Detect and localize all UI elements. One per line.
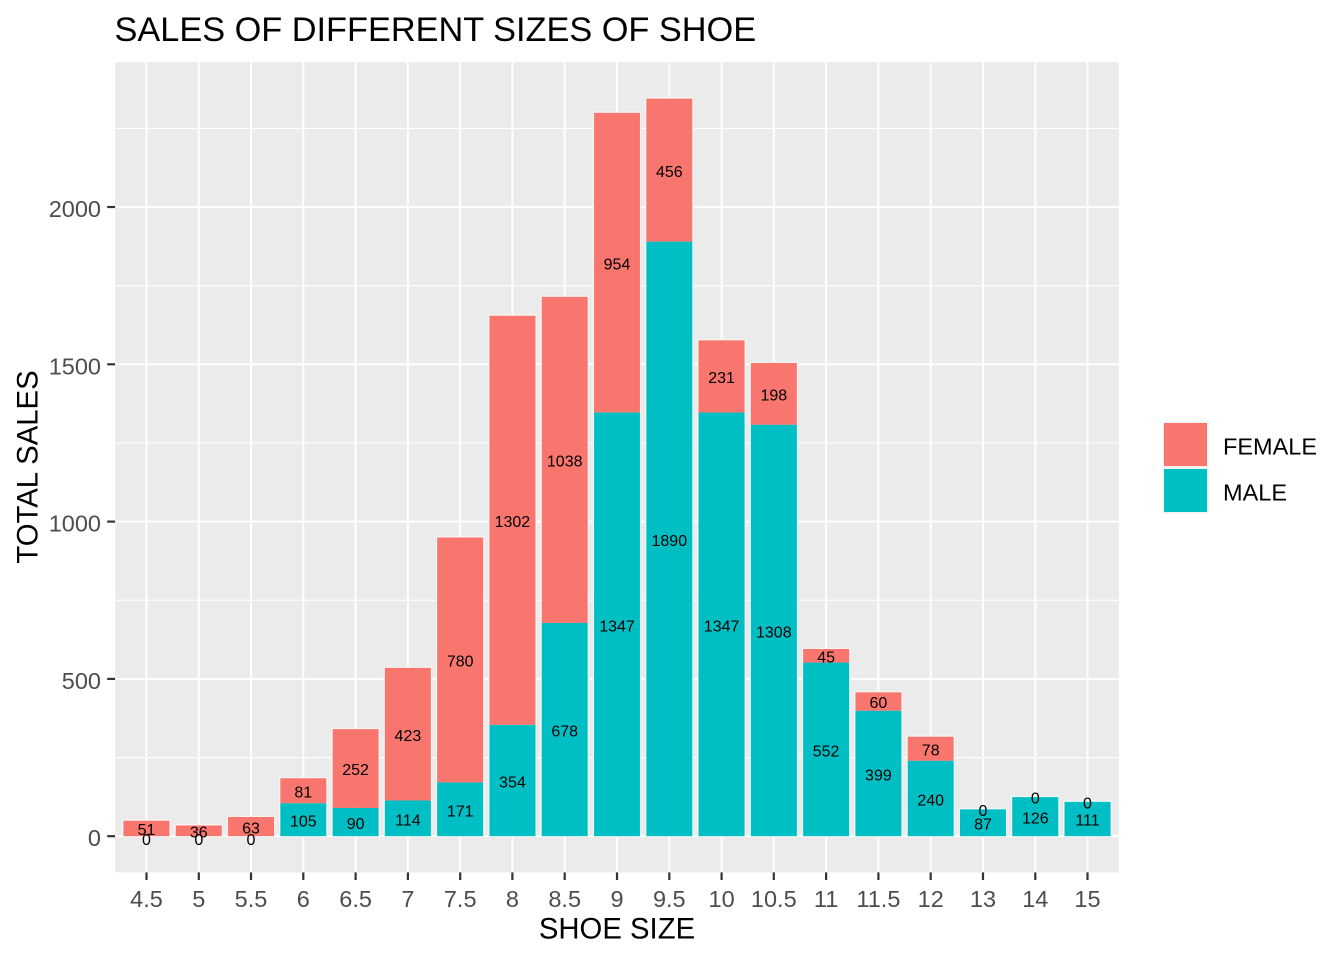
svg-text:198: 198 <box>760 388 787 405</box>
svg-text:36: 36 <box>190 825 208 842</box>
svg-text:FEMALE: FEMALE <box>1223 434 1317 460</box>
svg-text:MALE: MALE <box>1223 480 1287 506</box>
svg-text:TOTAL SALES: TOTAL SALES <box>12 370 45 563</box>
svg-text:87: 87 <box>974 817 992 834</box>
svg-text:51: 51 <box>138 822 156 839</box>
svg-text:81: 81 <box>294 784 312 801</box>
svg-text:500: 500 <box>62 668 101 694</box>
svg-text:678: 678 <box>551 724 578 741</box>
svg-text:252: 252 <box>342 762 369 779</box>
svg-text:399: 399 <box>865 767 892 784</box>
svg-text:954: 954 <box>604 256 631 273</box>
svg-text:231: 231 <box>708 370 735 387</box>
svg-text:0: 0 <box>1083 795 1092 812</box>
svg-text:90: 90 <box>347 816 365 833</box>
svg-text:14: 14 <box>1022 886 1048 912</box>
svg-text:0: 0 <box>142 832 151 849</box>
svg-text:114: 114 <box>395 812 421 829</box>
svg-text:10: 10 <box>709 886 735 912</box>
svg-text:552: 552 <box>813 743 840 760</box>
svg-text:1890: 1890 <box>652 533 688 550</box>
svg-text:10.5: 10.5 <box>751 886 797 912</box>
svg-text:1500: 1500 <box>49 353 101 379</box>
svg-text:0: 0 <box>1031 791 1040 808</box>
svg-text:1302: 1302 <box>495 514 531 531</box>
svg-text:171: 171 <box>447 803 474 820</box>
svg-text:240: 240 <box>917 792 944 809</box>
svg-text:105: 105 <box>290 814 317 831</box>
svg-text:5: 5 <box>192 886 205 912</box>
svg-text:8.5: 8.5 <box>548 886 581 912</box>
svg-text:6: 6 <box>297 886 310 912</box>
svg-text:8: 8 <box>506 886 519 912</box>
svg-text:1347: 1347 <box>704 618 740 635</box>
svg-text:1308: 1308 <box>756 625 792 642</box>
svg-text:9: 9 <box>610 886 623 912</box>
svg-text:4.5: 4.5 <box>130 886 163 912</box>
svg-text:15: 15 <box>1074 886 1100 912</box>
svg-text:SHOE SIZE: SHOE SIZE <box>539 913 695 946</box>
svg-text:5.5: 5.5 <box>235 886 268 912</box>
svg-text:111: 111 <box>1075 813 1099 830</box>
svg-text:45: 45 <box>817 650 835 667</box>
svg-text:126: 126 <box>1022 810 1049 827</box>
svg-text:7.5: 7.5 <box>444 886 477 912</box>
svg-text:2000: 2000 <box>49 196 101 222</box>
svg-text:0: 0 <box>88 825 101 851</box>
svg-text:1038: 1038 <box>547 454 583 471</box>
svg-text:63: 63 <box>242 820 260 837</box>
svg-text:6.5: 6.5 <box>339 886 372 912</box>
svg-text:780: 780 <box>447 654 474 671</box>
svg-text:SALES OF DIFFERENT SIZES OF SH: SALES OF DIFFERENT SIZES OF SHOE <box>115 11 757 49</box>
svg-text:0: 0 <box>979 803 988 820</box>
svg-text:0: 0 <box>194 832 203 849</box>
svg-text:13: 13 <box>970 886 996 912</box>
svg-text:423: 423 <box>395 728 422 745</box>
svg-text:1347: 1347 <box>599 618 635 635</box>
svg-text:1000: 1000 <box>49 511 101 537</box>
svg-text:456: 456 <box>656 164 683 181</box>
svg-text:354: 354 <box>499 775 526 792</box>
svg-text:7: 7 <box>401 886 414 912</box>
svg-text:11: 11 <box>814 886 838 912</box>
svg-text:0: 0 <box>247 832 256 849</box>
svg-text:11.5: 11.5 <box>856 886 900 912</box>
svg-text:9.5: 9.5 <box>653 886 686 912</box>
svg-text:78: 78 <box>922 742 940 759</box>
svg-text:60: 60 <box>870 695 888 712</box>
svg-text:12: 12 <box>918 886 944 912</box>
